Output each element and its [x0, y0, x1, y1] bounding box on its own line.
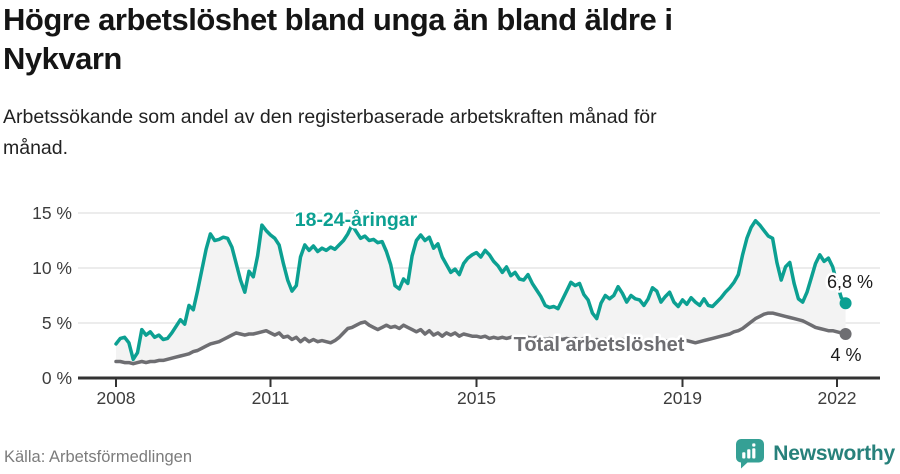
- page-title: Högre arbetslöshet bland unga än bland ä…: [3, 2, 673, 76]
- young-end-dot: [839, 297, 852, 310]
- source-note: Källa: Arbetsförmedlingen: [4, 448, 193, 466]
- x-tick-label: 2011: [252, 388, 290, 408]
- x-tick-label: 2019: [663, 388, 702, 408]
- newsworthy-wordmark: Newsworthy: [773, 441, 895, 465]
- total-end-label: 4 %: [830, 345, 861, 365]
- newsworthy-logo[interactable]: Newsworthy: [735, 438, 895, 469]
- area-between-series: [116, 220, 846, 364]
- x-tick-label: 2015: [457, 388, 496, 408]
- y-tick-label: 15 %: [32, 203, 72, 223]
- chart-subtitle: Arbetssökande som andel av den registerb…: [3, 106, 657, 159]
- young-series-label: 18-24-åringar: [295, 208, 418, 231]
- young-series-line: [114, 218, 848, 362]
- young-end-label: 6,8 %: [827, 272, 873, 292]
- y-tick-label: 10 %: [32, 258, 72, 278]
- y-tick-label: 0 %: [42, 368, 72, 388]
- total-series-label: Total arbetslöshet: [514, 334, 685, 356]
- newsworthy-icon: [736, 439, 765, 469]
- x-tick-label: 2008: [97, 388, 136, 408]
- total-series-line: [114, 311, 848, 366]
- x-tick-label: 2022: [818, 388, 857, 408]
- total-end-dot: [839, 328, 852, 340]
- y-tick-label: 5 %: [42, 313, 72, 333]
